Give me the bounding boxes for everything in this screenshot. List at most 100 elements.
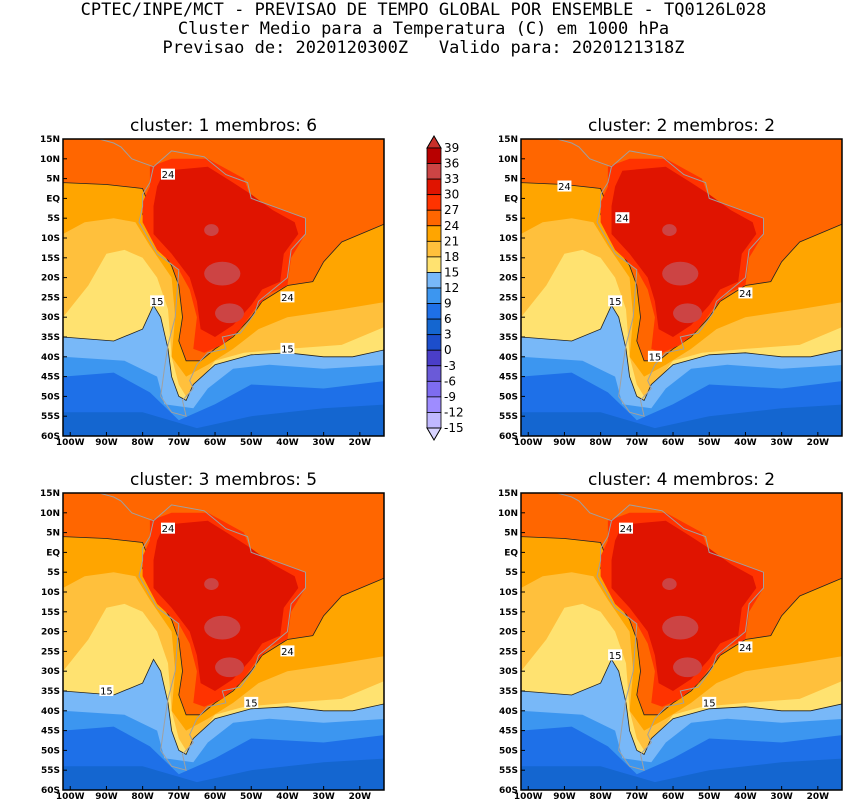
lon-label: 100W [514, 792, 543, 802]
lat-label: 10S [41, 234, 60, 244]
contour-label: 24 [620, 524, 633, 535]
temp-33-36 [662, 261, 699, 286]
contour-label: 24 [281, 293, 294, 304]
lat-label: EQ [46, 194, 60, 204]
lon-label: 100W [514, 438, 543, 448]
lat-label: 60S [499, 432, 518, 442]
lat-label: 5S [505, 568, 518, 578]
lat-label: EQ [504, 548, 518, 558]
contour-label-box [608, 649, 623, 661]
lon-label: 30W [312, 792, 335, 802]
colorbar-label: 9 [444, 297, 452, 311]
lat-label: 5N [46, 529, 60, 539]
temp-33-36 [673, 657, 702, 678]
colorbar-box [426, 380, 442, 398]
contour-label-box [160, 522, 175, 534]
temperature-field [63, 493, 384, 790]
contour-label-box [738, 287, 753, 299]
lon-label: 60W [204, 438, 227, 448]
lat-label: 55S [41, 412, 60, 422]
colorbar-max-arrow [426, 135, 442, 149]
central-america-coast [557, 493, 612, 522]
colorbar-label: -3 [444, 359, 456, 373]
lat-label: 10S [41, 588, 60, 598]
lat-label: 50S [499, 392, 518, 402]
lat-label: 60S [41, 432, 60, 442]
lat-label: 30S [499, 667, 518, 677]
colorbar-box [426, 412, 442, 429]
lat-label: 10S [499, 234, 518, 244]
forecast-times: Previsao de: 2020120300Z Valido para: 20… [162, 38, 685, 58]
colorbar-min-arrow [426, 427, 442, 441]
lon-label: 40W [276, 438, 299, 448]
lon-label: 80W [131, 792, 154, 802]
lat-label: 55S [499, 766, 518, 776]
colorbar-label: 12 [444, 281, 459, 295]
lat-label: 15N [498, 489, 518, 499]
lat-label: 25S [499, 647, 518, 657]
lat-label: 5S [47, 568, 60, 578]
contour-label: 15 [609, 651, 622, 662]
temp-3-6 [521, 758, 842, 790]
lat-label: 20S [499, 274, 518, 284]
lat-label: 10N [498, 155, 518, 165]
contour-label-box [738, 641, 753, 653]
colorbar-label: -12 [444, 405, 464, 419]
colorbar-box [426, 365, 442, 382]
lat-label: 20S [499, 628, 518, 638]
colorbar-box [426, 147, 442, 164]
contour-label: 15 [609, 297, 622, 308]
lat-label: 5S [47, 214, 60, 224]
lat-label: 10S [499, 588, 518, 598]
lon-label: 90W [553, 792, 576, 802]
lon-label: 70W [168, 438, 191, 448]
contour-label: 15 [649, 352, 662, 363]
colorbar-box [426, 318, 442, 336]
lat-label: 50S [41, 392, 60, 402]
lat-label: 30S [41, 667, 60, 677]
temp-30-33 [153, 520, 299, 691]
panel-title: cluster: 3 membros: 5 [130, 470, 317, 490]
lat-label: 15S [499, 254, 518, 264]
lat-label: 45S [41, 373, 60, 383]
temp-33-36 [215, 657, 244, 678]
figure-subtitle: Cluster Medio para a Temperatura (C) em … [177, 19, 670, 39]
coastline [138, 150, 306, 417]
colorbar-label: 27 [444, 203, 459, 217]
lat-label: 5N [46, 175, 60, 185]
temp-30-33 [611, 166, 757, 337]
lon-label: 50W [698, 792, 721, 802]
map-panel-3: cluster: 3 membros: 5 24 24 15 15 15N 10N 5N EQ 5… [40, 470, 385, 802]
temp-33-36 [204, 578, 219, 591]
coastline [596, 504, 764, 771]
contour-label: 24 [162, 170, 175, 181]
lat-label: 35S [499, 687, 518, 697]
contour-label: 24 [558, 182, 571, 193]
contour-label: 15 [245, 698, 258, 709]
lon-label: 50W [240, 792, 263, 802]
lat-label: 45S [41, 727, 60, 737]
colorbar-label: 18 [444, 250, 459, 264]
lat-label: 60S [41, 786, 60, 796]
map-panel-2: cluster: 2 membros: 2 24 24 24 15 15 15N 10N 5N E… [498, 116, 843, 448]
contour-label: 24 [616, 214, 629, 225]
lat-label: 30S [41, 313, 60, 323]
lat-label: 35S [41, 333, 60, 343]
lat-label: 5S [505, 214, 518, 224]
lon-label: 50W [240, 438, 263, 448]
contour-label: 15 [703, 698, 716, 709]
map-panel-4: cluster: 4 membros: 2 24 24 15 15 15N 10N 5N EQ 5… [498, 470, 843, 802]
contour-label-box [150, 295, 165, 307]
colorbar-label: 39 [444, 141, 459, 155]
central-america-coast [99, 139, 154, 168]
contour-label: 24 [162, 524, 175, 535]
temp-30-33 [153, 166, 299, 337]
lat-label: 10N [40, 155, 60, 165]
figure-title: CPTEC/INPE/MCT - PREVISAO DE TEMPO GLOBA… [80, 0, 767, 20]
contour-label: 24 [739, 289, 752, 300]
temperature-field [521, 139, 842, 436]
lon-label: 80W [131, 438, 154, 448]
colorbar-box [426, 396, 442, 413]
